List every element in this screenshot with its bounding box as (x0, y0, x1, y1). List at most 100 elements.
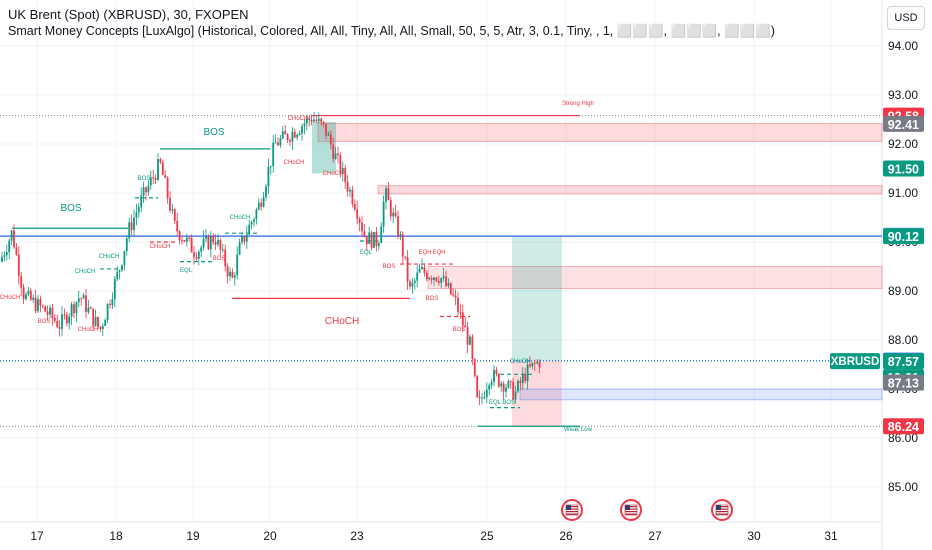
candle-body (478, 397, 481, 399)
candle-body (207, 236, 210, 250)
price-tick: 93.00 (888, 88, 918, 102)
candle-body (363, 231, 366, 237)
candle-body (209, 236, 212, 250)
candle-body (440, 278, 443, 283)
candle-body (308, 118, 311, 120)
price-tick: 85.00 (888, 480, 918, 494)
candle-body (56, 321, 59, 328)
price-label (883, 418, 924, 435)
candle-body (226, 266, 229, 277)
price-tick: 88.00 (888, 333, 918, 347)
candle-body (267, 166, 270, 187)
candle-body (133, 217, 135, 230)
flag-canton (625, 505, 630, 510)
price-label (883, 160, 924, 177)
candle-body (224, 249, 227, 267)
weak-low-label: Weak Low (564, 427, 593, 433)
us-flag-icon[interactable] (620, 499, 642, 521)
candle-body (272, 142, 275, 167)
candle-body (255, 209, 258, 220)
candle-body (73, 304, 75, 314)
candle-body (99, 326, 102, 330)
candle-body (401, 234, 404, 257)
candle-body (274, 142, 277, 144)
candle-body (178, 231, 181, 241)
candle-body (476, 375, 479, 398)
candle-body (512, 381, 515, 400)
candle-body (13, 230, 15, 248)
candle-body (245, 234, 248, 242)
candle-body (529, 364, 531, 367)
candle-body (447, 282, 450, 287)
price-tick: 94.00 (888, 39, 918, 53)
candle-body (61, 314, 63, 329)
us-flag-icon[interactable] (711, 499, 733, 521)
candle-body (286, 134, 289, 141)
candle-body (493, 370, 495, 382)
candle-body (301, 126, 303, 134)
currency-button[interactable]: USD (887, 6, 925, 30)
candle-body (459, 312, 462, 314)
eql-label: EQL (360, 250, 373, 256)
candle-body (339, 155, 342, 175)
candle-body (488, 385, 491, 390)
candle-body (22, 287, 25, 300)
candle-body (485, 389, 488, 398)
long-position-stop (512, 360, 562, 427)
time-tick: 27 (648, 529, 662, 543)
candle-body (411, 282, 414, 287)
candle-body (8, 240, 11, 253)
price-label (883, 353, 924, 370)
candle-body (435, 277, 438, 281)
candle-body (397, 216, 399, 237)
candle-body (265, 186, 267, 198)
choch-label: CHoCH (288, 116, 309, 122)
candle-body (442, 276, 445, 279)
candle-body (334, 153, 337, 160)
time-tick: 31 (824, 529, 838, 543)
candle-body (39, 299, 42, 306)
candle-body (176, 220, 179, 232)
candle-body (464, 325, 467, 328)
candle-body (329, 134, 332, 145)
price-label-text: 87.13 (888, 377, 919, 391)
candle-body (77, 298, 80, 303)
candle-body (344, 167, 347, 182)
candle-body (250, 221, 253, 225)
flag-canton (716, 505, 721, 510)
candle-body (346, 181, 349, 192)
choch-label: CHoCH (99, 254, 120, 260)
candle-body (130, 222, 133, 230)
candle-body (1, 256, 3, 262)
candle-body (497, 373, 500, 387)
bos-label: BOS (426, 296, 439, 302)
candle-body (25, 294, 27, 300)
us-flag-icon[interactable] (561, 499, 583, 521)
candle-body (461, 312, 464, 326)
time-tick: 25 (480, 529, 494, 543)
candle-body (241, 235, 243, 243)
candle-body (123, 250, 126, 266)
candle-body (29, 290, 32, 300)
candle-body (423, 266, 426, 274)
candle-body (358, 218, 361, 223)
candle-body (466, 327, 469, 345)
candle-body (34, 297, 37, 312)
price-label-text: 86.24 (888, 420, 919, 434)
candle-body (149, 177, 152, 186)
candle-body (219, 239, 222, 250)
candle-body (392, 212, 395, 217)
flag-stripe (716, 511, 728, 513)
candle-body (116, 271, 119, 279)
candle-body (341, 167, 344, 175)
flag-stripe (625, 508, 637, 510)
supply-zone (427, 266, 883, 290)
candle-body (221, 249, 224, 251)
candle-body (416, 272, 419, 281)
candle-body (353, 203, 356, 210)
choch-label: CHoCH (78, 327, 99, 333)
candle-body (327, 134, 330, 136)
candle-body (17, 254, 20, 277)
candle-body (394, 212, 397, 217)
